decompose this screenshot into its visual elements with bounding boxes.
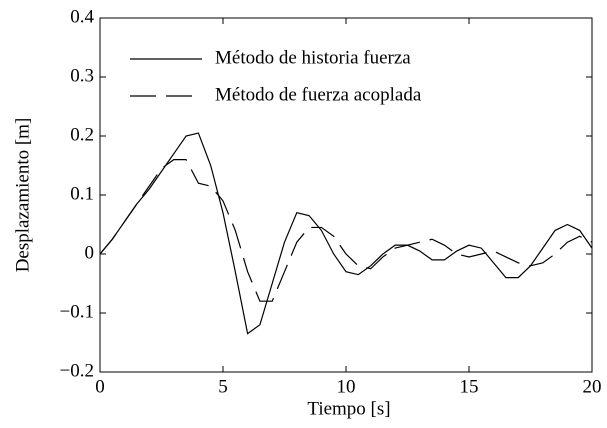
- line-series: [99, 159, 593, 302]
- line-series: [99, 132, 593, 335]
- x-tick-label: 5: [218, 376, 228, 397]
- y-tick-label: 0.3: [70, 65, 94, 86]
- x-tick-label: 10: [337, 376, 356, 397]
- y-tick-label: 0.2: [70, 124, 94, 145]
- x-axis-label: Tiempo [s]: [307, 398, 390, 419]
- y-tick-label: 0: [85, 242, 95, 263]
- legend-label: Método de historia fuerza: [215, 47, 411, 68]
- y-tick-label: −0.2: [60, 360, 94, 381]
- y-tick-label: −0.1: [60, 301, 94, 322]
- x-tick-label: 20: [583, 376, 602, 397]
- legend-label: Método de fuerza acoplada: [215, 84, 422, 105]
- x-tick-label: 0: [95, 376, 105, 397]
- y-tick-label: 0.4: [70, 6, 94, 27]
- y-axis-label: Desplazamiento [m]: [12, 118, 33, 273]
- y-tick-label: 0.1: [70, 183, 94, 204]
- plot-frame: [99, 17, 593, 373]
- x-tick-label: 15: [460, 376, 479, 397]
